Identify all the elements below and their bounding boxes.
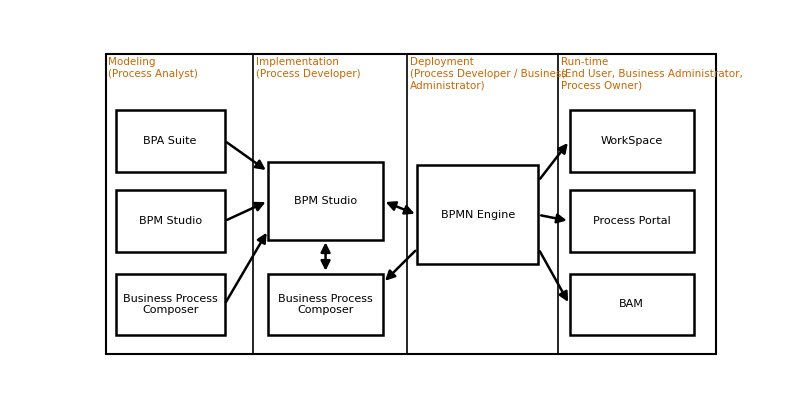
- Text: Implementation
(Process Developer): Implementation (Process Developer): [256, 57, 360, 79]
- Text: Process Portal: Process Portal: [593, 216, 670, 226]
- Text: WorkSpace: WorkSpace: [601, 136, 662, 146]
- Text: BPM Studio: BPM Studio: [294, 196, 357, 206]
- Bar: [417, 166, 538, 264]
- Bar: [569, 273, 694, 335]
- Bar: [115, 190, 225, 252]
- Bar: [569, 190, 694, 252]
- FancyBboxPatch shape: [107, 54, 715, 354]
- Bar: [115, 273, 225, 335]
- Text: BPM Studio: BPM Studio: [139, 216, 202, 226]
- Text: Modeling
(Process Analyst): Modeling (Process Analyst): [108, 57, 198, 79]
- Text: BPA Suite: BPA Suite: [144, 136, 196, 146]
- Text: Deployment
(Process Developer / Business
Administrator): Deployment (Process Developer / Business…: [410, 57, 567, 91]
- Bar: [569, 110, 694, 172]
- Bar: [115, 110, 225, 172]
- Bar: [268, 162, 383, 239]
- Bar: [268, 273, 383, 335]
- Text: BPMN Engine: BPMN Engine: [441, 210, 515, 220]
- Text: BAM: BAM: [619, 300, 644, 310]
- Text: Run-time
(End User, Business Administrator,
Process Owner): Run-time (End User, Business Administrat…: [561, 57, 743, 91]
- Text: Business Process
Composer: Business Process Composer: [123, 294, 217, 315]
- Text: Business Process
Composer: Business Process Composer: [278, 294, 373, 315]
